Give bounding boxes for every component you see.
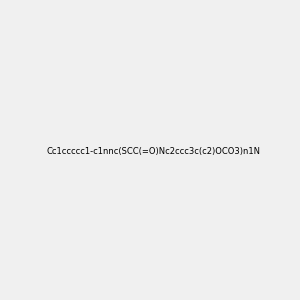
Text: Cc1ccccc1-c1nnc(SCC(=O)Nc2ccc3c(c2)OCO3)n1N: Cc1ccccc1-c1nnc(SCC(=O)Nc2ccc3c(c2)OCO3)… <box>47 147 261 156</box>
